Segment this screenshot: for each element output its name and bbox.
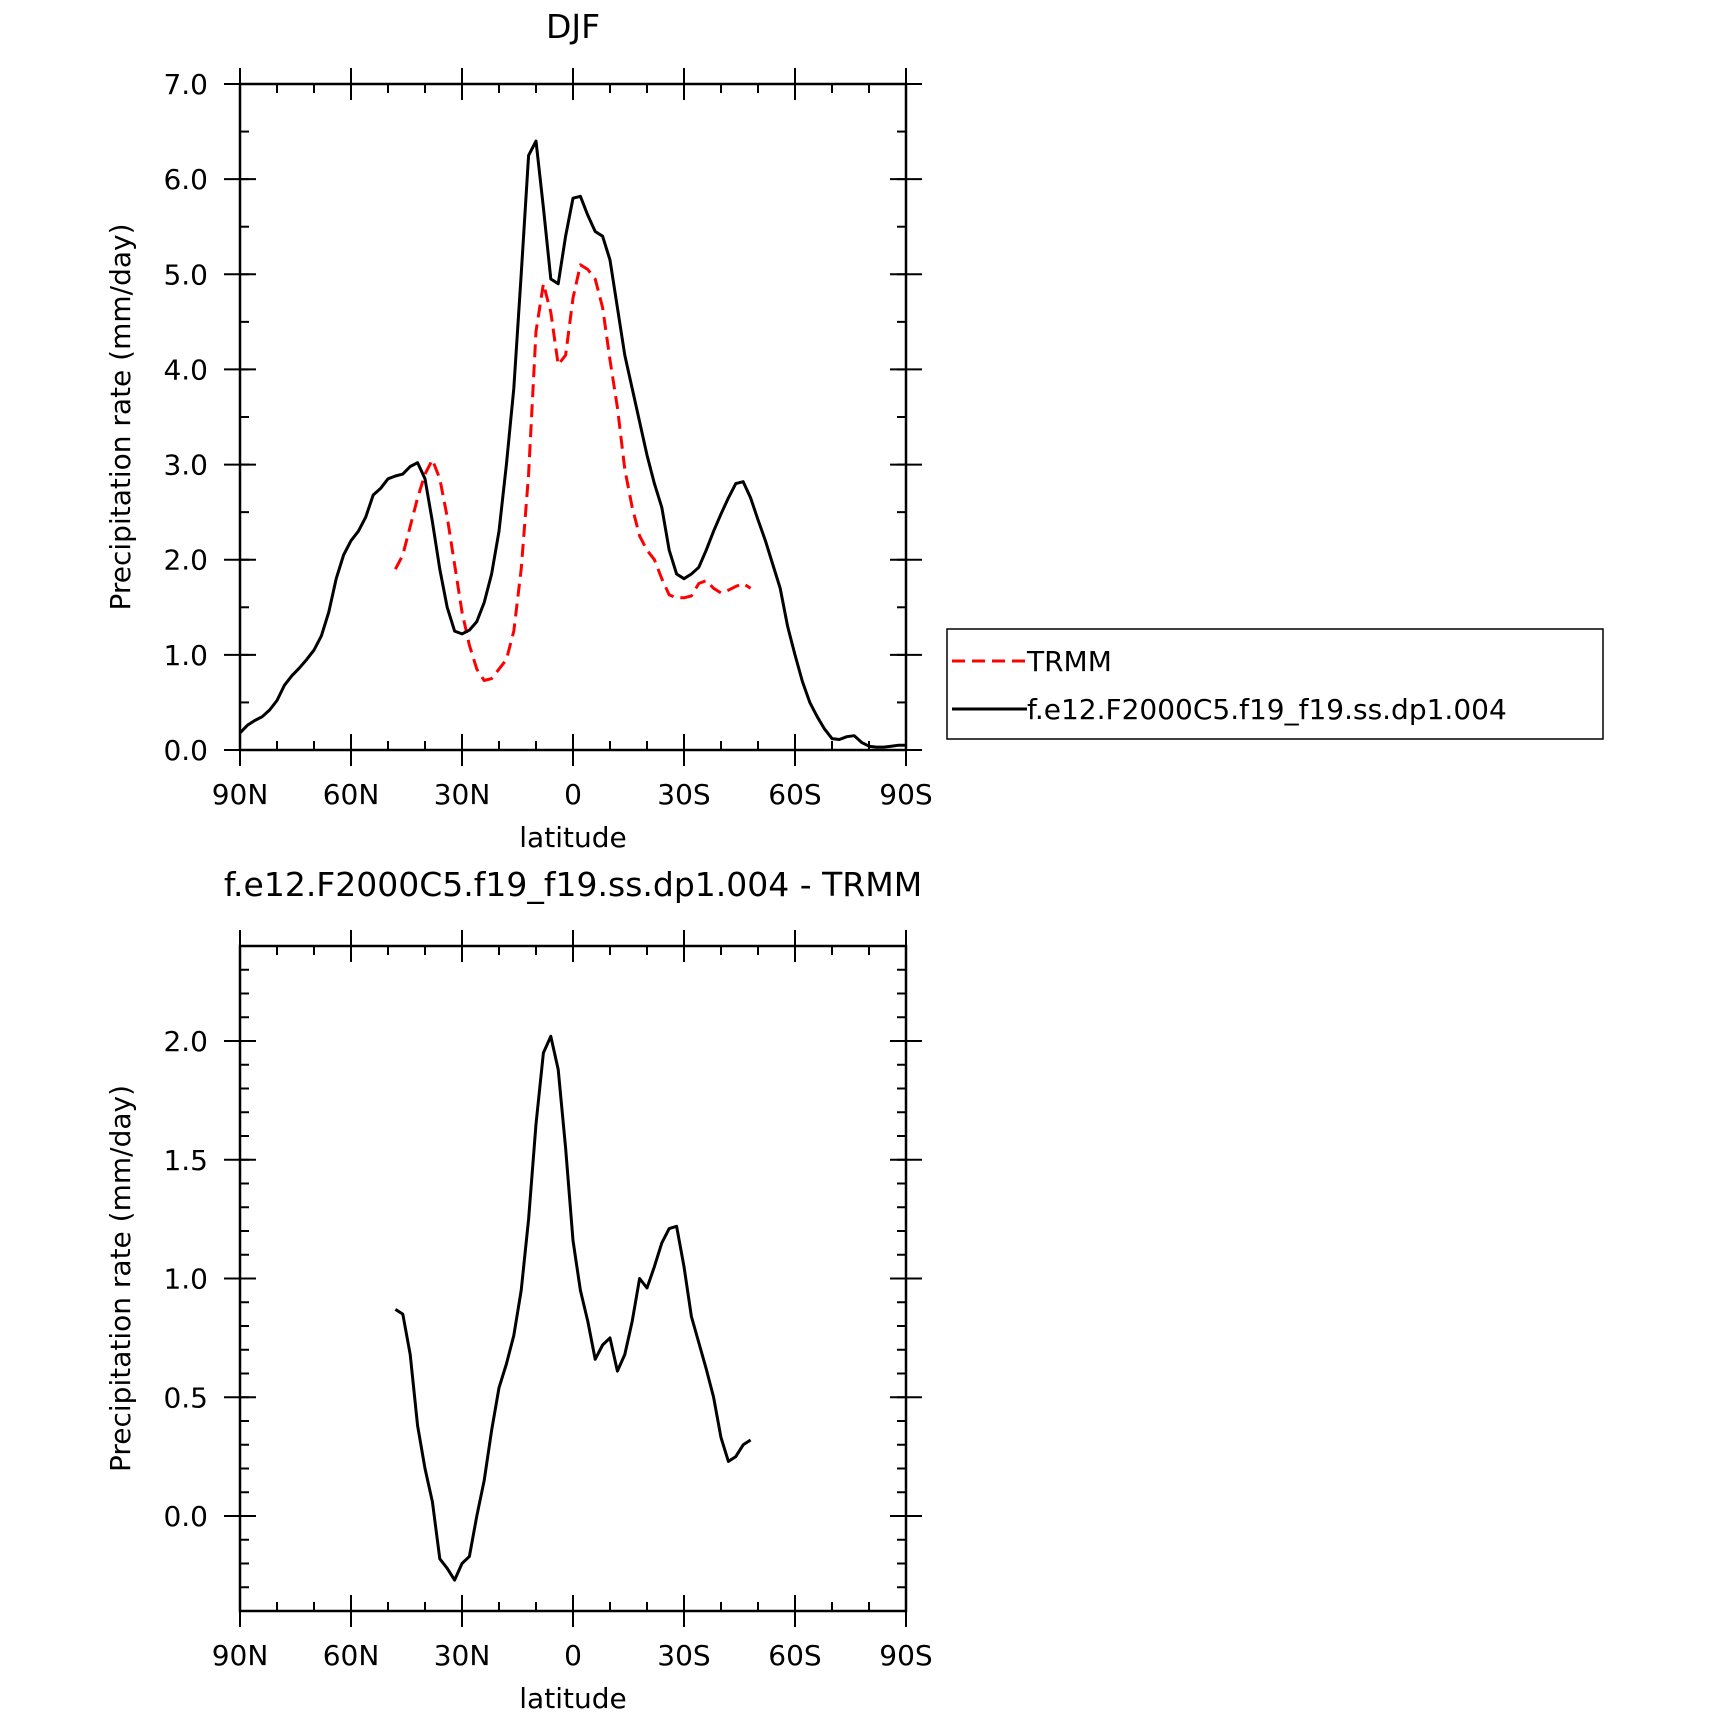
y-tick-label: 0.0 — [163, 734, 208, 767]
y-tick-label: 4.0 — [163, 353, 208, 386]
x-axis-label: latitude — [519, 1682, 626, 1715]
x-tick-label: 60S — [768, 778, 821, 811]
y-tick-label: 6.0 — [163, 163, 208, 196]
chart-title: f.e12.F2000C5.f19_f19.ss.dp1.004 - TRMM — [224, 865, 922, 904]
x-tick-label: 90S — [879, 778, 932, 811]
y-axis-label: Precipitation rate (mm/day) — [104, 1085, 137, 1472]
series-line-1 — [394, 263, 752, 682]
x-tick-label: 60S — [768, 1639, 821, 1672]
x-tick-label: 30N — [434, 1639, 491, 1672]
plot-frame — [238, 82, 908, 752]
x-tick-label: 30S — [657, 778, 710, 811]
y-tick-label: 5.0 — [163, 258, 208, 291]
y-tick-label: 1.0 — [163, 1263, 208, 1296]
x-tick-label: 30S — [657, 1639, 710, 1672]
top-chart: DJF 90N 60N 30N 0 30S 60S 90S latitude 0.0 1.0 2.0 3… — [104, 7, 1604, 854]
y-tick-label: 0.5 — [163, 1381, 208, 1414]
legend-label-2: f.e12.F2000C5.f19_f19.ss.dp1.004 — [1027, 693, 1507, 726]
y-tick-label: 0.0 — [163, 1500, 208, 1533]
series-line-2 — [238, 139, 906, 749]
x-tick-label: 60N — [323, 778, 380, 811]
y-axis-label: Precipitation rate (mm/day) — [104, 223, 137, 610]
legend-label-1: TRMM — [1026, 645, 1112, 678]
x-tick-label: 60N — [323, 1639, 380, 1672]
y-tick-label: 2.0 — [163, 1025, 208, 1058]
x-tick-label: 30N — [434, 778, 491, 811]
y-tick-label: 2.0 — [163, 544, 208, 577]
y-tick-label: 1.5 — [163, 1144, 208, 1177]
y-tick-label: 1.0 — [163, 639, 208, 672]
series-line-1 — [394, 1034, 752, 1582]
y-tick-label: 7.0 — [163, 68, 208, 101]
legend-box — [946, 628, 1604, 740]
y-tick-label: 3.0 — [163, 449, 208, 482]
bottom-chart: f.e12.F2000C5.f19_f19.ss.dp1.004 - TRMM 9… — [104, 865, 933, 1715]
x-tick-label: 90N — [212, 1639, 269, 1672]
chart-title: DJF — [546, 7, 600, 46]
x-axis-label: latitude — [519, 821, 626, 854]
x-tick-label: 0 — [564, 1639, 582, 1672]
x-tick-label: 90N — [212, 778, 269, 811]
plot-frame — [238, 944, 908, 1613]
x-tick-label: 0 — [564, 778, 582, 811]
x-tick-label: 90S — [879, 1639, 932, 1672]
